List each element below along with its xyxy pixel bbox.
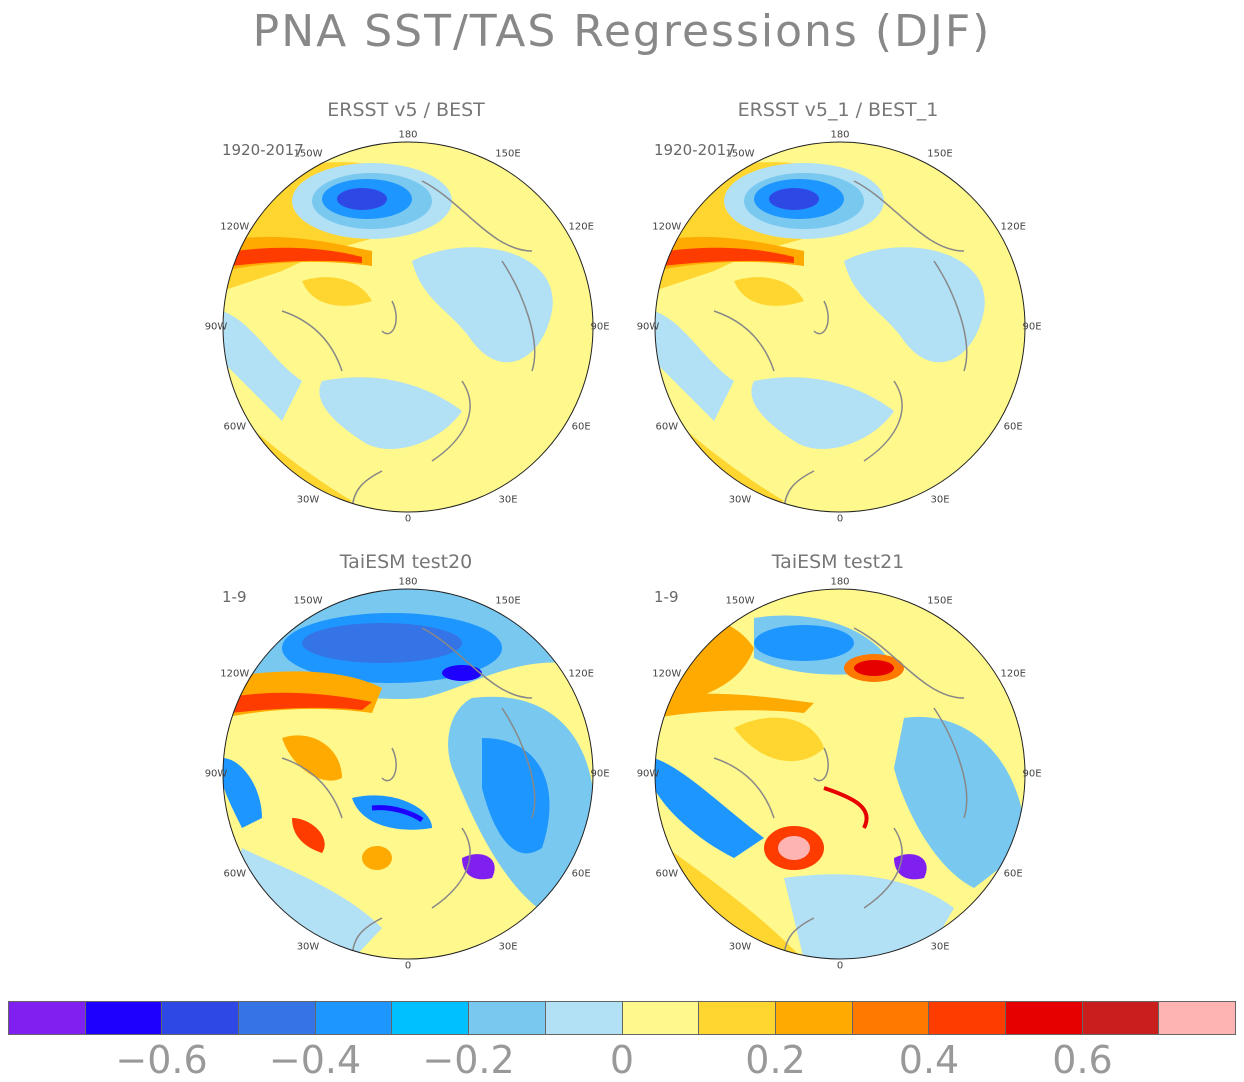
- longitude-label: 150W: [293, 148, 323, 160]
- colorbar-swatch: [622, 1002, 700, 1034]
- longitude-label: 150W: [293, 595, 323, 607]
- longitude-label: 180: [830, 576, 850, 588]
- colorbar-tick-label: 0.2: [745, 1038, 806, 1082]
- longitude-label: 0: [404, 960, 412, 972]
- longitude-label: 90E: [590, 768, 610, 780]
- longitude-label: 90E: [590, 321, 610, 333]
- longitude-label: 120W: [220, 221, 250, 233]
- polar-map-panel-1: [222, 141, 594, 513]
- longitude-label: 60E: [1003, 421, 1023, 433]
- longitude-label: 150E: [495, 595, 521, 607]
- polar-map-panel-4: [654, 588, 1026, 960]
- longitude-label: 150W: [725, 148, 755, 160]
- longitude-label: 180: [398, 129, 418, 141]
- longitude-label: 60W: [655, 421, 679, 433]
- longitude-label: 120E: [1000, 668, 1026, 680]
- panel-title: ERSST v5_1 / BEST_1: [737, 99, 939, 121]
- panel-title: ERSST v5 / BEST: [327, 99, 485, 121]
- longitude-label: 60E: [1003, 868, 1023, 880]
- colorbar-swatch: [315, 1002, 393, 1034]
- longitude-label: 30W: [728, 941, 752, 953]
- colorbar-swatch: [239, 1002, 316, 1034]
- longitude-label: 30E: [930, 941, 950, 953]
- longitude-label: 90W: [636, 768, 660, 780]
- longitude-label: 90E: [1022, 768, 1042, 780]
- colorbar: [8, 1001, 1236, 1035]
- longitude-label: 90W: [204, 768, 228, 780]
- colorbar-swatch: [9, 1002, 86, 1034]
- colorbar-tick-label: −0.4: [268, 1038, 362, 1082]
- figure-title: PNA SST/TAS Regressions (DJF): [252, 6, 992, 57]
- longitude-label: 30W: [728, 494, 752, 506]
- colorbar-swatch: [545, 1002, 623, 1034]
- longitude-label: 0: [836, 513, 844, 525]
- longitude-label: 150E: [495, 148, 521, 160]
- longitude-label: 60E: [571, 868, 591, 880]
- colorbar-tick-label: 0.4: [898, 1038, 960, 1082]
- colorbar-swatch: [1159, 1002, 1235, 1034]
- longitude-label: 0: [404, 513, 412, 525]
- colorbar-swatch: [929, 1002, 1006, 1034]
- panel-title: TaiESM test21: [771, 551, 905, 573]
- longitude-label: 90W: [636, 321, 660, 333]
- period-label: 1920-2017: [654, 141, 736, 159]
- longitude-label: 0: [836, 960, 844, 972]
- longitude-label: 150E: [927, 148, 953, 160]
- colorbar-swatch: [469, 1002, 546, 1034]
- longitude-label: 30E: [930, 494, 950, 506]
- colorbar-tick-label: −0.2: [422, 1038, 515, 1082]
- colorbar-swatch: [852, 1002, 930, 1034]
- colorbar-swatch: [1005, 1002, 1083, 1034]
- longitude-label: 60W: [223, 868, 247, 880]
- longitude-label: 180: [830, 129, 850, 141]
- longitude-label: 120E: [1000, 221, 1026, 233]
- longitude-label: 90W: [204, 321, 228, 333]
- period-label: 1920-2017: [222, 141, 304, 159]
- longitude-label: 120E: [568, 668, 594, 680]
- colorbar-swatch: [699, 1002, 776, 1034]
- longitude-label: 150W: [725, 595, 755, 607]
- colorbar-swatch: [162, 1002, 240, 1034]
- colorbar-swatch: [1082, 1002, 1160, 1034]
- longitude-label: 30E: [498, 494, 518, 506]
- longitude-label: 30W: [296, 941, 320, 953]
- colorbar-tick-label: 0: [609, 1038, 635, 1082]
- colorbar-swatch: [392, 1002, 470, 1034]
- colorbar-swatch: [775, 1002, 853, 1034]
- longitude-label: 30E: [498, 941, 518, 953]
- polar-map-panel-2: [654, 141, 1026, 513]
- longitude-label: 120E: [568, 221, 594, 233]
- polar-map-panel-3: [222, 588, 594, 960]
- longitude-label: 60W: [223, 421, 247, 433]
- period-label: 1-9: [222, 588, 247, 606]
- colorbar-tick-label: −0.6: [115, 1038, 208, 1082]
- longitude-label: 90E: [1022, 321, 1042, 333]
- longitude-label: 60W: [655, 868, 679, 880]
- period-label: 1-9: [654, 588, 679, 606]
- longitude-label: 180: [398, 576, 418, 588]
- longitude-label: 150E: [927, 595, 953, 607]
- longitude-label: 120W: [652, 221, 682, 233]
- colorbar-swatch: [85, 1002, 163, 1034]
- longitude-label: 120W: [220, 668, 250, 680]
- longitude-label: 60E: [571, 421, 591, 433]
- longitude-label: 120W: [652, 668, 682, 680]
- panel-title: TaiESM test20: [339, 551, 473, 573]
- colorbar-tick-label: 0.6: [1052, 1038, 1113, 1082]
- longitude-label: 30W: [296, 494, 320, 506]
